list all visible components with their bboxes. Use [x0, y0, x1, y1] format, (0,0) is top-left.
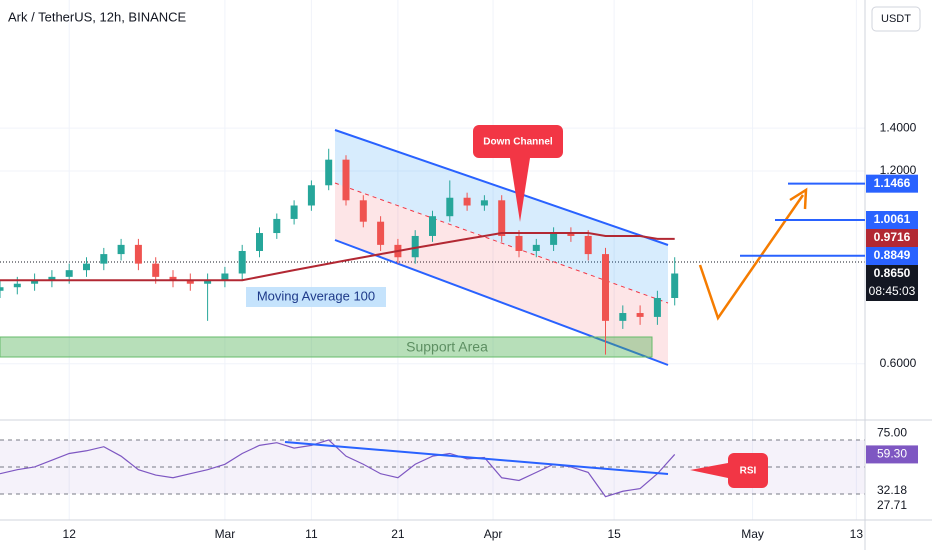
price-tag-label: 1.0061: [874, 212, 911, 226]
moving-average-line: [0, 232, 675, 282]
currency-box: [871, 6, 921, 32]
candle-body: [636, 313, 644, 317]
y-tick-label: 0.6000: [880, 356, 917, 370]
candle-body: [325, 159, 333, 186]
price-tag: [866, 247, 918, 266]
support-label: Support Area: [406, 339, 488, 355]
candle-body: [0, 287, 4, 291]
candle-body: [273, 218, 281, 234]
candle-body: [204, 280, 212, 284]
ma-label: Moving Average 100: [257, 288, 375, 303]
x-tick-label: 13: [850, 527, 864, 541]
channel-upper-line: [334, 129, 669, 246]
rsi-tick-label: 32.18: [877, 483, 907, 497]
rsi-callout-label: RSI: [740, 466, 757, 477]
rsi-tag: [866, 445, 918, 464]
candle-body: [13, 283, 21, 288]
channel-callout-pointer: [510, 158, 530, 222]
candle-body: [567, 233, 575, 236]
candle-body: [342, 159, 350, 201]
y-tick-label: 1.2000: [880, 163, 917, 177]
candle-body: [256, 233, 263, 251]
candle-body: [584, 235, 592, 255]
rsi-tick-label: 75.00: [877, 425, 907, 439]
candle-body: [152, 263, 160, 277]
rsi-tick-label: 27.71: [877, 498, 907, 512]
price-tag: [866, 265, 918, 284]
candle-body: [238, 250, 246, 274]
price-tag: [866, 229, 918, 248]
x-tick-label: Apr: [484, 527, 503, 541]
candle-body: [290, 205, 298, 219]
rsi-tag-label: 59.30: [877, 447, 907, 461]
currency-label: USDT: [881, 13, 911, 25]
candle-body: [169, 276, 177, 281]
x-tick-label: 12: [63, 527, 77, 541]
candle-body: [446, 197, 454, 217]
candle-body: [100, 254, 108, 264]
rsi-callout-pointer: [690, 463, 728, 478]
x-tick-label: 15: [607, 527, 621, 541]
candle-body: [498, 200, 506, 236]
candle-body: [31, 280, 39, 284]
channel-callout: [473, 125, 563, 158]
candle-body: [480, 200, 488, 206]
ma-label-box: [246, 287, 386, 307]
candle-body: [515, 235, 523, 251]
rsi-trendline: [284, 441, 669, 475]
channel-midline: [334, 182, 669, 304]
countdown-box: [866, 283, 918, 302]
chart-title: Ark / TetherUS, 12h, BINANCE: [8, 9, 187, 24]
candle-body: [359, 200, 367, 222]
channel-lower-fill: [335, 183, 668, 365]
rsi-callout: [728, 453, 768, 488]
price-tag: [866, 211, 918, 230]
price-tag-label: 0.8849: [874, 248, 911, 262]
candle-body: [550, 233, 558, 245]
candle-body: [463, 197, 471, 206]
candle-body: [653, 297, 661, 317]
projection-arrow-head: [789, 187, 808, 210]
marks: [0, 148, 679, 498]
candle-body: [429, 216, 436, 236]
candle-body: [602, 254, 609, 321]
candle-body: [619, 313, 627, 321]
candle-body: [307, 185, 315, 206]
support-area: [0, 336, 653, 358]
price-tag: [866, 174, 918, 193]
y-tick-label: 1.4000: [880, 120, 917, 134]
candle-body: [532, 244, 540, 251]
candle-body: [83, 263, 90, 271]
candle-body: [117, 244, 125, 255]
x-tick-label: 11: [305, 527, 318, 541]
candle-body: [377, 221, 385, 245]
price-tag-label: 1.1466: [874, 176, 911, 190]
candle-body: [671, 273, 679, 298]
x-tick-label: 21: [391, 527, 405, 541]
countdown: 08:45:03: [869, 284, 916, 298]
projection-arrow: [698, 194, 805, 321]
candle-body: [186, 280, 194, 284]
candle-body: [48, 276, 56, 281]
candle-body: [411, 235, 419, 258]
candle-body: [65, 270, 73, 277]
price-tag-label: 0.8650: [874, 266, 911, 280]
channel-lower-line: [334, 239, 669, 366]
candle-body: [221, 273, 229, 281]
price-tag-label: 0.9716: [874, 230, 911, 244]
x-tick-label: Mar: [215, 527, 236, 541]
channel-callout-label: Down Channel: [483, 137, 553, 148]
x-tick-label: May: [741, 527, 764, 541]
candle-body: [134, 244, 142, 264]
